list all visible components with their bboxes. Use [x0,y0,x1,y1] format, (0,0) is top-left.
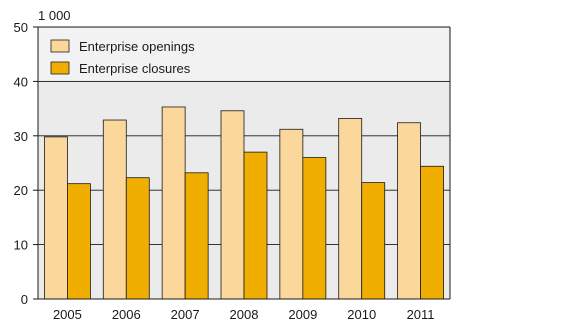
legend-swatch-closures [51,62,69,74]
x-tick-labels: 2005 2006 2007 2008 2009 2010 2011 [53,307,435,320]
bar-openings-2009 [280,129,303,299]
bar-closures-2011 [421,166,444,299]
y-tick-label: 0 [21,292,28,307]
bar-openings-2008 [221,111,244,299]
legend-swatch-openings [51,40,69,52]
x-tick-label: 2010 [347,307,376,320]
bar-closures-2009 [303,158,326,299]
x-tick-label: 2008 [230,307,259,320]
legend-label-openings: Enterprise openings [79,39,195,54]
bar-openings-2007 [162,107,185,299]
y-tick-label: 30 [14,129,28,144]
y-tick-label: 40 [14,74,28,89]
bar-closures-2008 [244,152,267,299]
x-tick-label: 2007 [171,307,200,320]
bar-closures-2007 [185,173,208,299]
y-tick-label: 50 [14,20,28,35]
y-tick-label: 20 [14,183,28,198]
y-unit-label: 1 000 [38,8,71,23]
bar-closures-2006 [126,178,149,299]
x-tick-label: 2005 [53,307,82,320]
y-tick-label: 10 [14,238,28,253]
bar-openings-2006 [103,120,126,299]
legend-label-closures: Enterprise closures [79,61,191,76]
x-tick-label: 2009 [288,307,317,320]
bar-openings-2005 [44,137,67,299]
bar-closures-2005 [67,184,90,299]
x-tick-label: 2011 [407,307,435,320]
bar-openings-2011 [398,123,421,299]
legend: Enterprise openings Enterprise closures [39,28,449,80]
bar-openings-2010 [339,118,362,299]
x-tick-label: 2006 [112,307,141,320]
bar-closures-2010 [362,183,385,299]
y-tick-labels: 0 10 20 30 40 50 [14,20,28,307]
